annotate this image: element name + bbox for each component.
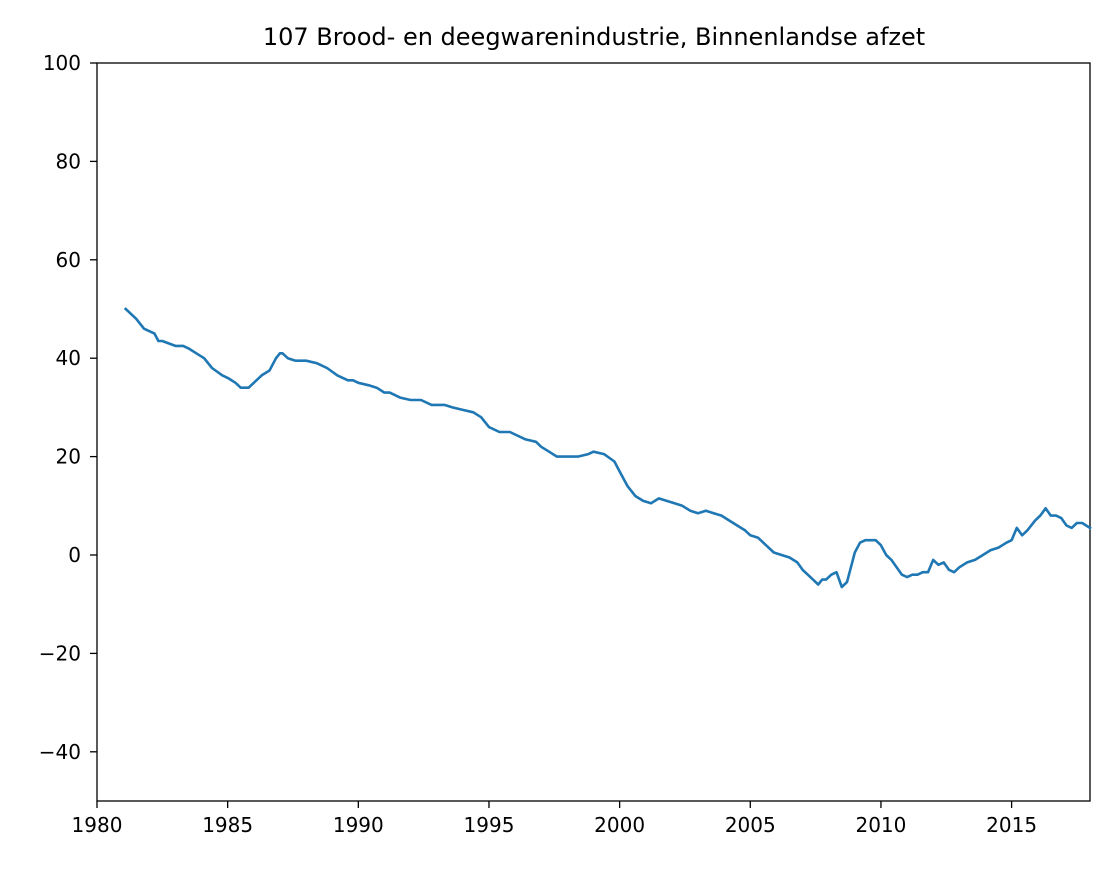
x-tick-label: 1995 xyxy=(464,813,515,837)
y-axis: −40 −20 0 20 40 60 80 100 xyxy=(39,51,97,764)
x-tick-label: 2015 xyxy=(986,813,1037,837)
x-tick-label: 2010 xyxy=(855,813,906,837)
x-axis: 1980 1985 1990 1995 2000 2005 2010 2015 xyxy=(72,801,1037,837)
x-tick-label: 1985 xyxy=(202,813,253,837)
x-tick-label: 2000 xyxy=(594,813,645,837)
y-tick-label: 20 xyxy=(56,445,81,469)
y-tick-label: −20 xyxy=(39,641,81,665)
x-tick-label: 1990 xyxy=(333,813,384,837)
plot-area xyxy=(96,62,1091,802)
chart-title: 107 Brood- en deegwarenindustrie, Binnen… xyxy=(263,23,925,51)
series-line-0 xyxy=(123,307,1092,589)
series-layer xyxy=(123,307,1092,589)
y-tick-label: 60 xyxy=(56,248,81,272)
x-tick-label: 2005 xyxy=(725,813,776,837)
y-tick-label: 100 xyxy=(43,51,81,75)
y-tick-label: −40 xyxy=(39,740,81,764)
y-tick-label: 0 xyxy=(68,543,81,567)
plot-frame xyxy=(96,62,1091,802)
x-tick-label: 1980 xyxy=(72,813,123,837)
y-tick-label: 40 xyxy=(56,346,81,370)
y-tick-label: 80 xyxy=(56,149,81,173)
